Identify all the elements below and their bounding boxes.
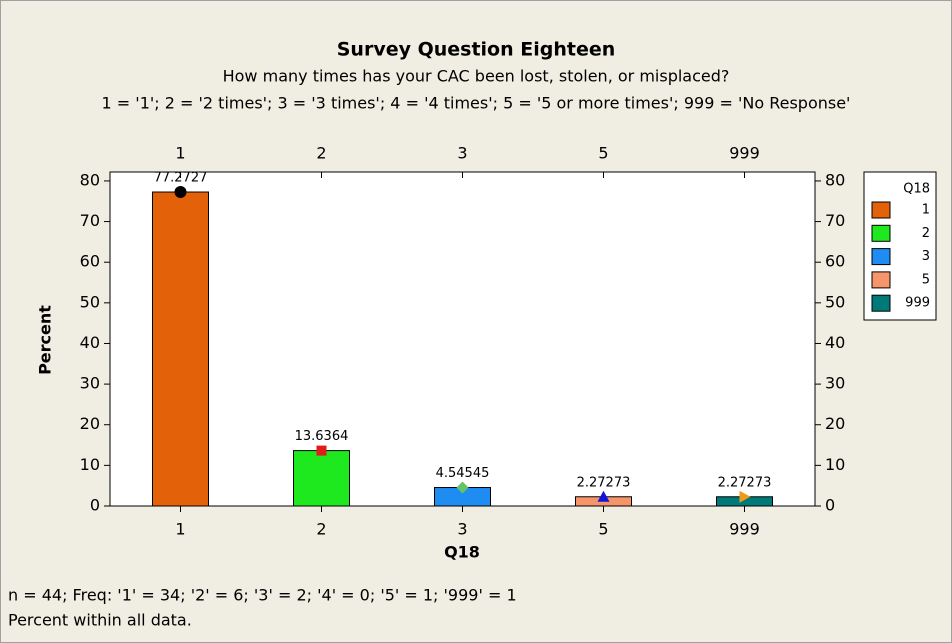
y-tick-label: 20 bbox=[80, 414, 100, 433]
legend-label: 5 bbox=[922, 272, 930, 287]
y2-tick-label: 40 bbox=[825, 333, 845, 352]
y2-tick-label: 10 bbox=[825, 455, 845, 474]
marker bbox=[174, 186, 187, 199]
x2-tick-label: 5 bbox=[598, 144, 608, 163]
y-tick-label: 50 bbox=[80, 292, 100, 311]
y2-tick-label: 80 bbox=[825, 170, 845, 189]
subtitle: 1 = '1'; 2 = '2 times'; 3 = '3 times'; 4… bbox=[102, 94, 851, 113]
marker bbox=[316, 445, 327, 456]
y2-tick-label: 30 bbox=[825, 374, 845, 393]
y2-tick-label: 20 bbox=[825, 414, 845, 433]
y2-tick-label: 50 bbox=[825, 292, 845, 311]
data-label: 2.27273 bbox=[577, 475, 631, 490]
x2-tick-label: 1 bbox=[175, 144, 185, 163]
x-tick-label: 1 bbox=[175, 520, 185, 539]
y2-tick-label: 70 bbox=[825, 211, 845, 230]
legend-label: 1 bbox=[922, 203, 930, 218]
y-tick-label: 70 bbox=[80, 211, 100, 230]
y-tick-label: 30 bbox=[80, 374, 100, 393]
x2-tick-label: 2 bbox=[316, 144, 326, 163]
marker bbox=[739, 490, 751, 503]
data-label: 2.27273 bbox=[718, 475, 772, 490]
subtitle: How many times has your CAC been lost, s… bbox=[223, 67, 730, 86]
legend-swatch bbox=[871, 294, 891, 312]
data-label: 77.2727 bbox=[154, 171, 208, 186]
marker bbox=[456, 481, 469, 494]
legend-title: Q18 bbox=[903, 182, 930, 197]
x-tick-label: 3 bbox=[457, 520, 467, 539]
x-tick-label: 999 bbox=[729, 520, 760, 539]
data-label: 4.54545 bbox=[436, 466, 490, 481]
y2-tick-label: 0 bbox=[825, 496, 835, 515]
legend-label: 3 bbox=[922, 249, 930, 264]
legend-label: 2 bbox=[922, 226, 930, 241]
footnote: Percent within all data. bbox=[8, 611, 192, 630]
footnote: n = 44; Freq: '1' = 34; '2' = 6; '3' = 2… bbox=[8, 586, 517, 605]
legend-label: 999 bbox=[905, 296, 930, 311]
legend-swatch bbox=[871, 271, 891, 289]
plot-area bbox=[109, 171, 816, 507]
legend-swatch bbox=[871, 224, 891, 242]
x2-tick-label: 3 bbox=[457, 144, 467, 163]
data-label: 13.6364 bbox=[295, 429, 349, 444]
bar bbox=[293, 450, 350, 507]
x2-tick-label: 999 bbox=[729, 144, 760, 163]
x-axis-label: Q18 bbox=[444, 543, 480, 562]
legend-swatch bbox=[871, 248, 891, 266]
y-tick-label: 60 bbox=[80, 252, 100, 271]
bar bbox=[152, 191, 209, 507]
y-tick-label: 80 bbox=[80, 170, 100, 189]
chart-title: Survey Question Eighteen bbox=[337, 39, 616, 61]
x-tick-label: 5 bbox=[598, 520, 608, 539]
y-tick-label: 10 bbox=[80, 455, 100, 474]
marker bbox=[597, 490, 610, 502]
y2-tick-label: 60 bbox=[825, 252, 845, 271]
y-axis-label: Percent bbox=[36, 305, 55, 375]
y-tick-label: 40 bbox=[80, 333, 100, 352]
y-tick-label: 0 bbox=[90, 496, 100, 515]
legend-swatch bbox=[871, 201, 891, 219]
x-tick-label: 2 bbox=[316, 520, 326, 539]
